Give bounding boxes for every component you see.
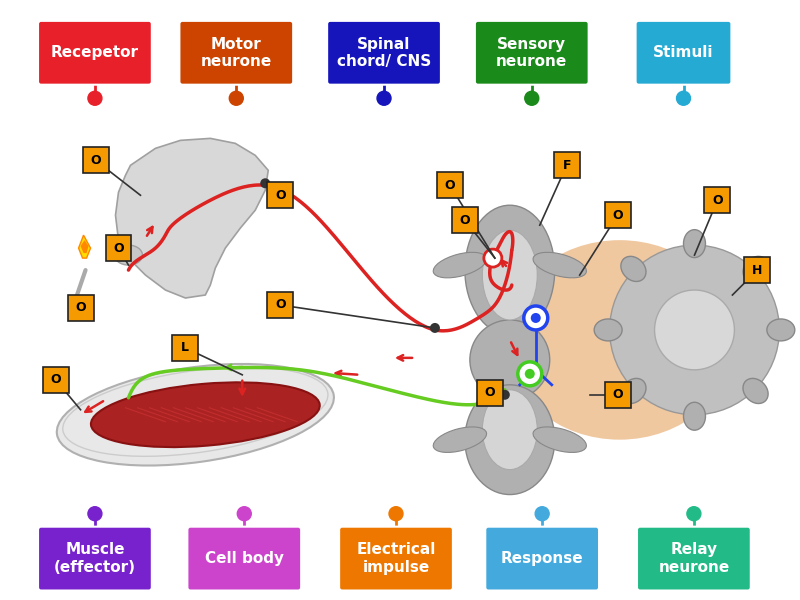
Text: Sensory
neurone: Sensory neurone: [496, 37, 567, 69]
FancyBboxPatch shape: [437, 172, 463, 198]
Circle shape: [535, 507, 549, 521]
Ellipse shape: [610, 245, 779, 415]
Circle shape: [238, 507, 251, 521]
FancyBboxPatch shape: [477, 380, 503, 406]
Text: O: O: [612, 209, 623, 221]
Circle shape: [525, 91, 538, 105]
FancyBboxPatch shape: [179, 21, 293, 85]
FancyBboxPatch shape: [486, 527, 599, 590]
Polygon shape: [78, 235, 90, 258]
Text: Spinal
chord/ CNS: Spinal chord/ CNS: [337, 37, 431, 69]
Text: O: O: [445, 179, 455, 192]
FancyBboxPatch shape: [67, 295, 94, 321]
Circle shape: [525, 369, 534, 379]
FancyBboxPatch shape: [38, 21, 152, 85]
FancyBboxPatch shape: [106, 235, 131, 261]
Text: Muscle
(effector): Muscle (effector): [54, 542, 136, 575]
FancyBboxPatch shape: [187, 527, 301, 590]
Circle shape: [377, 91, 391, 105]
FancyBboxPatch shape: [605, 382, 630, 408]
Text: O: O: [275, 298, 286, 311]
Ellipse shape: [594, 319, 622, 341]
Ellipse shape: [470, 320, 550, 400]
Text: O: O: [612, 388, 623, 401]
Ellipse shape: [482, 230, 538, 320]
FancyBboxPatch shape: [452, 207, 478, 233]
Ellipse shape: [482, 390, 538, 470]
Circle shape: [530, 313, 541, 323]
Ellipse shape: [57, 364, 334, 466]
Ellipse shape: [434, 253, 486, 278]
FancyBboxPatch shape: [745, 257, 770, 283]
Polygon shape: [115, 139, 268, 298]
FancyBboxPatch shape: [267, 292, 293, 318]
Ellipse shape: [621, 379, 646, 404]
Ellipse shape: [743, 256, 768, 281]
FancyBboxPatch shape: [42, 367, 69, 393]
Circle shape: [260, 178, 270, 188]
Text: O: O: [113, 242, 124, 254]
Circle shape: [524, 306, 548, 330]
Ellipse shape: [767, 319, 795, 341]
Ellipse shape: [434, 427, 486, 452]
Text: O: O: [90, 154, 101, 167]
Text: O: O: [712, 194, 722, 207]
FancyBboxPatch shape: [267, 182, 293, 208]
FancyBboxPatch shape: [82, 148, 109, 173]
Text: Recepetor: Recepetor: [51, 45, 139, 60]
Text: Response: Response: [501, 551, 583, 566]
FancyBboxPatch shape: [554, 152, 580, 178]
Circle shape: [389, 507, 403, 521]
Text: Electrical
impulse: Electrical impulse: [356, 542, 436, 575]
Ellipse shape: [533, 427, 586, 452]
Circle shape: [88, 91, 102, 105]
Text: Cell body: Cell body: [205, 551, 284, 566]
Circle shape: [88, 507, 102, 521]
Ellipse shape: [533, 253, 586, 278]
FancyBboxPatch shape: [475, 21, 589, 85]
Text: H: H: [752, 263, 762, 277]
Text: O: O: [485, 386, 495, 399]
Circle shape: [518, 362, 542, 386]
Text: O: O: [275, 189, 286, 202]
FancyBboxPatch shape: [637, 527, 750, 590]
Circle shape: [687, 507, 701, 521]
Polygon shape: [81, 240, 89, 253]
Ellipse shape: [683, 230, 706, 257]
Circle shape: [230, 91, 243, 105]
Text: F: F: [562, 159, 571, 172]
FancyBboxPatch shape: [635, 21, 731, 85]
Text: Stimuli: Stimuli: [654, 45, 714, 60]
Circle shape: [677, 91, 690, 105]
Ellipse shape: [683, 402, 706, 430]
Ellipse shape: [465, 205, 554, 335]
Ellipse shape: [743, 379, 768, 404]
Text: Relay
neurone: Relay neurone: [658, 542, 730, 575]
Text: L: L: [182, 341, 190, 355]
Circle shape: [484, 249, 502, 267]
Ellipse shape: [114, 245, 142, 265]
FancyBboxPatch shape: [327, 21, 441, 85]
Text: O: O: [50, 373, 61, 386]
Ellipse shape: [621, 256, 646, 281]
Ellipse shape: [505, 240, 734, 440]
Text: Motor
neurone: Motor neurone: [201, 37, 272, 69]
Circle shape: [430, 323, 440, 333]
Ellipse shape: [654, 290, 734, 370]
FancyBboxPatch shape: [339, 527, 453, 590]
FancyBboxPatch shape: [172, 335, 198, 361]
FancyBboxPatch shape: [705, 187, 730, 213]
Ellipse shape: [465, 385, 554, 494]
Circle shape: [500, 390, 510, 400]
FancyBboxPatch shape: [38, 527, 152, 590]
FancyBboxPatch shape: [605, 202, 630, 228]
Text: O: O: [459, 214, 470, 227]
Text: O: O: [75, 301, 86, 314]
Ellipse shape: [91, 382, 320, 447]
